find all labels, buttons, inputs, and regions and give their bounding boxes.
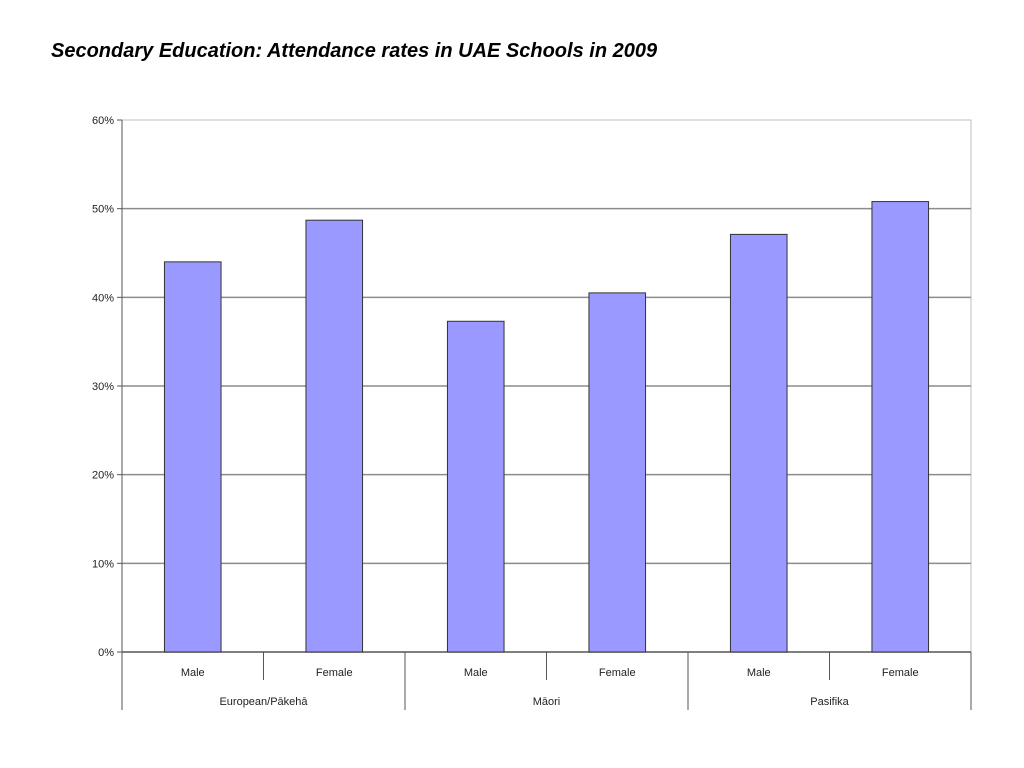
bar [729,233,788,653]
bar [588,292,647,653]
x-category-label: Male [747,667,771,679]
y-tick-label: 30% [92,381,114,393]
y-tick-label: 0% [98,647,114,659]
chart-title: Secondary Education: Attendance rates in… [51,40,658,62]
bar [163,261,222,653]
y-tick-label: 50% [92,204,114,216]
y-tick-label: 20% [92,470,114,482]
bar [446,320,505,653]
x-category-label: Male [464,667,488,679]
x-category-label: Male [181,667,205,679]
y-tick-label: 60% [92,115,114,127]
bar [871,201,930,653]
x-category-label: Female [882,667,919,679]
y-tick-label: 40% [92,292,114,304]
x-group-label: Pasifika [810,696,849,708]
x-category-label: Female [316,667,353,679]
x-group-label: European/Pākehā [219,696,308,708]
x-group-label: Māori [533,696,561,708]
y-tick-label: 10% [92,558,114,570]
x-category-label: Female [599,667,636,679]
bar [305,219,364,653]
